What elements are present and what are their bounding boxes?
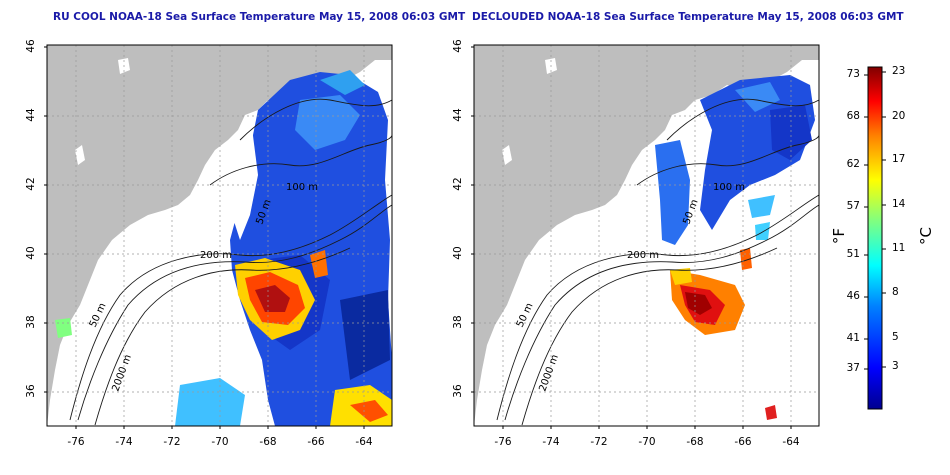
colorbar-unit-fahrenheit: °F — [830, 227, 848, 245]
right-map: 50 m 200 m 50 m 2000 m 100 m — [471, 44, 820, 429]
left-x-tick-72: -72 — [163, 436, 181, 448]
colorbar-c-tick-11: 11 — [892, 242, 906, 254]
colorbar-c-tick-14: 14 — [892, 198, 906, 210]
colorbar-f-tick-57: 57 — [846, 200, 860, 212]
left-x-tick-70: -70 — [211, 436, 229, 448]
colorbar — [864, 66, 886, 410]
left-y-tick-36: 36 — [25, 384, 37, 398]
right-x-tick-76: -76 — [494, 436, 512, 448]
right-x-tick-66: -66 — [734, 436, 752, 448]
right-y-tick-36: 36 — [452, 384, 464, 398]
right-contour-label-200m: 200 m — [627, 250, 659, 261]
colorbar-f-tick-41: 41 — [846, 332, 860, 344]
left-y-tick-40: 40 — [25, 246, 37, 260]
left-contour-label-100m: 100 m — [286, 182, 318, 193]
left-y-tick-38: 38 — [25, 315, 37, 329]
colorbar-f-tick-68: 68 — [846, 110, 860, 122]
left-x-tick-66: -66 — [307, 436, 325, 448]
right-y-tick-44: 44 — [452, 108, 464, 122]
left-y-tick-44: 44 — [25, 108, 37, 122]
left-map: 50 m 200 m 50 m 2000 m 100 m — [44, 44, 393, 429]
right-y-tick-46: 46 — [452, 39, 464, 53]
colorbar-c-tick-3: 3 — [892, 360, 899, 372]
right-x-tick-64: -64 — [782, 436, 800, 448]
right-x-tick-74: -74 — [542, 436, 560, 448]
colorbar-c-tick-20: 20 — [892, 110, 906, 122]
right-land — [474, 45, 819, 426]
left-map-title: RU COOL NOAA-18 Sea Surface Temperature … — [53, 11, 466, 23]
left-x-tick-76: -76 — [67, 436, 85, 448]
right-y-tick-38: 38 — [452, 315, 464, 329]
left-contour-label-200m: 200 m — [200, 250, 232, 261]
right-grid — [474, 45, 819, 426]
right-x-tick-68: -68 — [686, 436, 704, 448]
right-x-tick-70: -70 — [638, 436, 656, 448]
left-x-tick-68: -68 — [259, 436, 277, 448]
left-y-tick-42: 42 — [25, 177, 37, 191]
colorbar-unit-celsius: °C — [917, 227, 935, 245]
colorbar-f-tick-51: 51 — [846, 248, 860, 260]
colorbar-f-tick-62: 62 — [846, 158, 860, 170]
colorbar-c-tick-5: 5 — [892, 331, 899, 343]
colorbar-f-tick-46: 46 — [846, 290, 860, 302]
colorbar-f-tick-73: 73 — [846, 68, 860, 80]
colorbar-f-tick-37: 37 — [846, 362, 860, 374]
colorbar-c-tick-17: 17 — [892, 153, 906, 165]
colorbar-gradient — [867, 66, 883, 410]
right-y-tick-40: 40 — [452, 246, 464, 260]
left-grid — [47, 45, 392, 426]
left-y-tick-46: 46 — [25, 39, 37, 53]
left-contours — [69, 98, 392, 426]
left-land — [47, 45, 392, 426]
colorbar-c-tick-8: 8 — [892, 286, 899, 298]
left-x-tick-64: -64 — [355, 436, 373, 448]
right-map-title: DECLOUDED NOAA-18 Sea Surface Temperatur… — [472, 11, 904, 23]
right-contours — [496, 98, 819, 426]
right-y-tick-42: 42 — [452, 177, 464, 191]
right-sst-mid — [655, 140, 690, 245]
left-x-tick-74: -74 — [115, 436, 133, 448]
right-contour-label-100m: 100 m — [713, 182, 745, 193]
colorbar-c-tick-23: 23 — [892, 65, 906, 77]
right-x-tick-72: -72 — [590, 436, 608, 448]
